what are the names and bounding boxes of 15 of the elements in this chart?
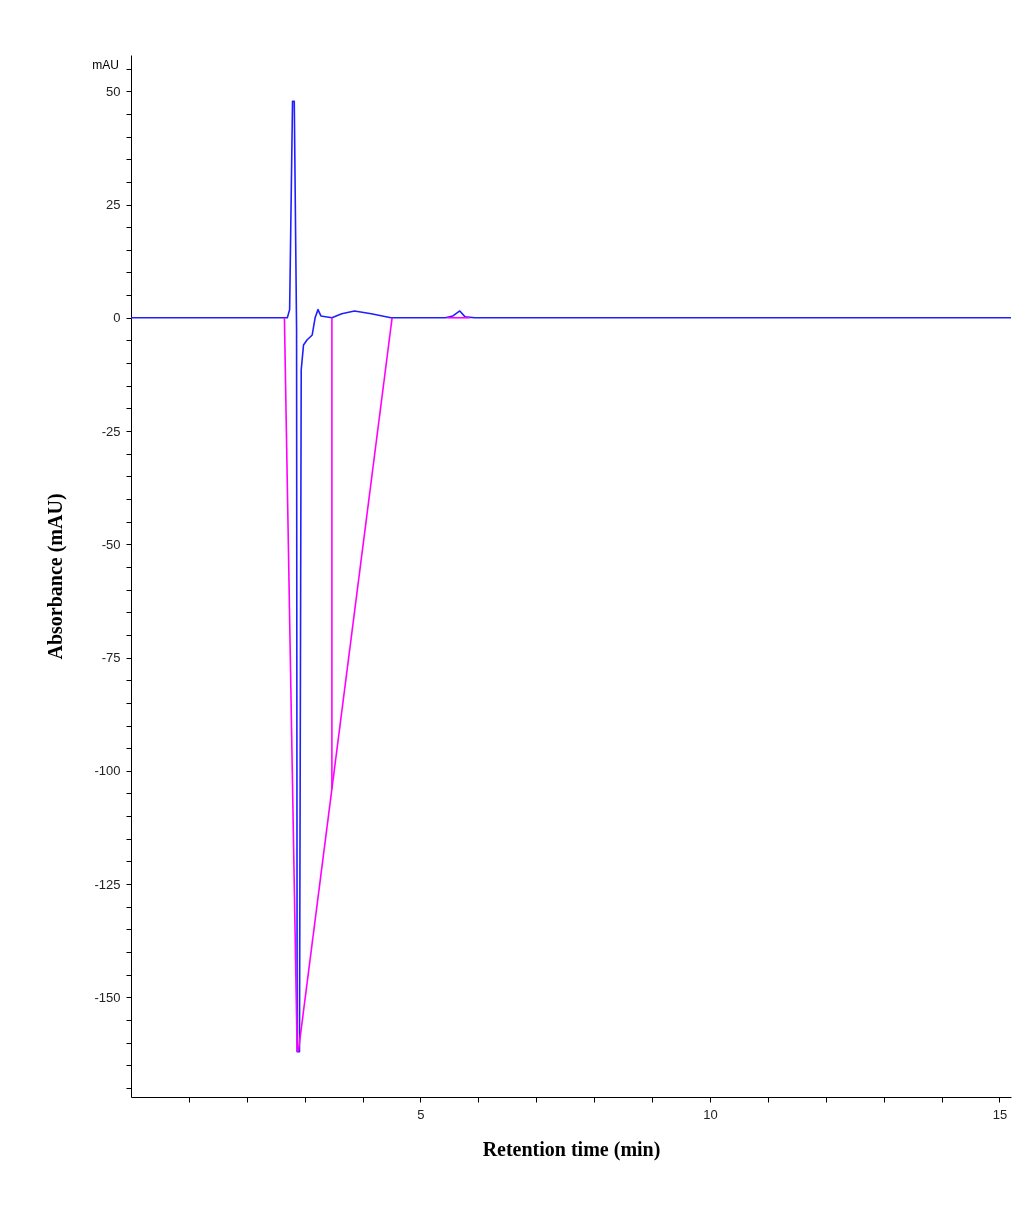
y-tick-label: -150 <box>94 989 121 1005</box>
text: mAU <box>92 58 119 72</box>
y-tick-label: 50 <box>106 83 121 99</box>
x-tick-label: 15 <box>992 1106 1008 1122</box>
y-tick-label: -100 <box>94 763 121 779</box>
y-tick-label: 25 <box>106 197 121 212</box>
x-tick-label: 5 <box>417 1106 425 1122</box>
y-tick-label: -75 <box>101 650 121 666</box>
y-tick-label: -25 <box>101 423 121 439</box>
x-tick-label: 10 <box>703 1106 718 1122</box>
y-tick-label: -125 <box>94 876 121 892</box>
x-axis-title: Retention time (min) <box>482 1137 661 1161</box>
y-axis-title: Absorbance (mAU) <box>44 493 68 660</box>
y-tick-label: 0 <box>113 310 121 326</box>
y-tick-label: -50 <box>101 536 121 552</box>
